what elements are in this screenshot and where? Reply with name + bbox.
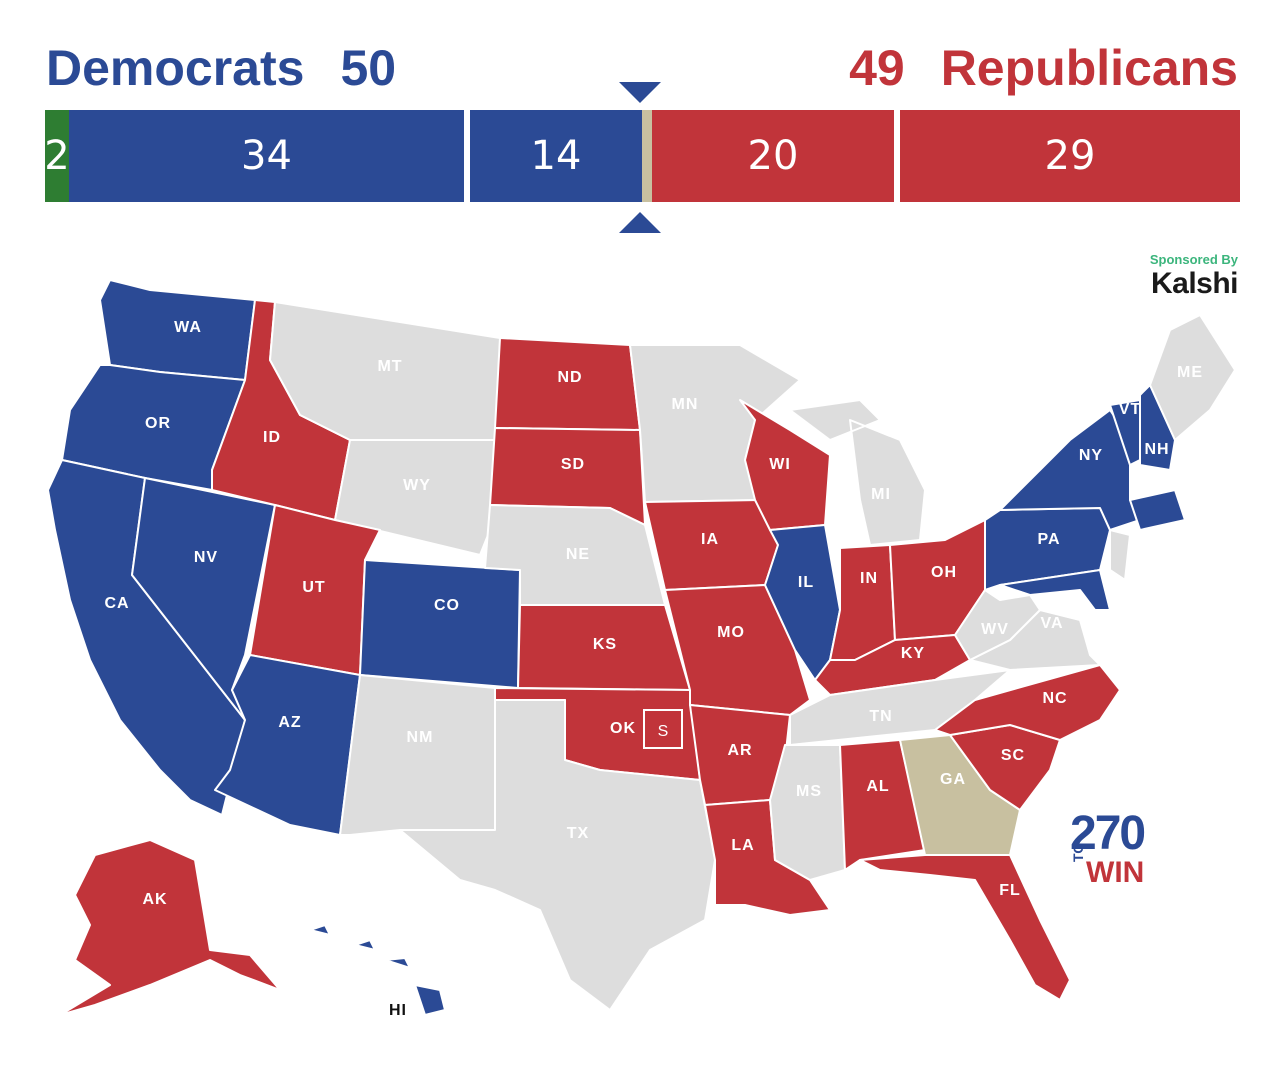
label-UT: UT bbox=[302, 579, 325, 596]
label-NC: NC bbox=[1042, 690, 1067, 707]
majority-marker-bottom-icon bbox=[619, 212, 661, 233]
label-TN: TN bbox=[869, 708, 892, 725]
label-IL: IL bbox=[798, 574, 814, 591]
state-CT-RI-MA[interactable] bbox=[1129, 489, 1186, 531]
democrats-header: Democrats 50 bbox=[46, 38, 432, 98]
republicans-header: 49 Republicans bbox=[813, 38, 1238, 98]
label-CO: CO bbox=[434, 597, 460, 614]
label-AK: AK bbox=[142, 891, 167, 908]
bar-segment-dem-safe[interactable]: 34 bbox=[69, 110, 470, 202]
democrats-total: 50 bbox=[340, 40, 397, 96]
label-PA: PA bbox=[1037, 531, 1060, 548]
state-FL[interactable] bbox=[859, 854, 1071, 1001]
state-AK[interactable] bbox=[59, 839, 281, 1016]
state-IN[interactable] bbox=[829, 544, 896, 661]
state-WY[interactable] bbox=[334, 439, 501, 556]
label-AR: AR bbox=[727, 742, 752, 759]
label-OK: OK bbox=[610, 720, 636, 737]
special-election-marker[interactable]: S bbox=[643, 709, 683, 749]
label-NM: NM bbox=[407, 729, 434, 746]
label-MS: MS bbox=[796, 783, 822, 800]
label-OH: OH bbox=[931, 564, 957, 581]
state-AZ[interactable] bbox=[214, 654, 361, 836]
label-SD: SD bbox=[561, 456, 585, 473]
logo-number: 270 bbox=[1070, 807, 1146, 860]
label-MN: MN bbox=[672, 396, 699, 413]
state-AL[interactable] bbox=[839, 739, 926, 871]
label-NE: NE bbox=[566, 546, 590, 563]
label-ND: ND bbox=[557, 369, 582, 386]
special-election-label: S bbox=[658, 723, 669, 740]
state-NJ[interactable] bbox=[1109, 529, 1131, 581]
label-FL: FL bbox=[999, 882, 1021, 899]
label-KS: KS bbox=[593, 636, 617, 653]
state-NH[interactable] bbox=[1139, 384, 1176, 471]
label-MO: MO bbox=[717, 624, 745, 641]
label-GA: GA bbox=[940, 771, 966, 788]
majority-marker-top-icon bbox=[619, 82, 661, 103]
state-MI[interactable] bbox=[789, 399, 926, 546]
logo-to: TO bbox=[1070, 842, 1086, 862]
label-HI: HI bbox=[389, 1002, 407, 1019]
state-NY[interactable] bbox=[999, 409, 1141, 531]
label-SC: SC bbox=[1001, 747, 1025, 764]
sponsor-name[interactable]: Kalshi bbox=[1150, 267, 1239, 300]
label-VA: VA bbox=[1040, 615, 1063, 632]
democrats-label: Democrats bbox=[46, 40, 305, 96]
bar-segment-rep-safe[interactable]: 29 bbox=[900, 110, 1240, 202]
state-NC[interactable] bbox=[934, 664, 1121, 741]
label-ME: ME bbox=[1177, 364, 1203, 381]
label-ID: ID bbox=[263, 429, 281, 446]
label-AL: AL bbox=[866, 778, 889, 795]
label-WA: WA bbox=[174, 319, 202, 336]
label-WY: WY bbox=[403, 477, 431, 494]
bar-segment-rep-contested[interactable]: 20 bbox=[652, 110, 900, 202]
label-NY: NY bbox=[1079, 447, 1103, 464]
state-HI[interactable] bbox=[309, 924, 446, 1016]
state-TX[interactable] bbox=[399, 699, 716, 1011]
label-MI: MI bbox=[871, 486, 891, 503]
state-WV[interactable] bbox=[954, 589, 1041, 661]
label-MT: MT bbox=[377, 358, 402, 375]
bar-segment-independent[interactable]: 2 bbox=[44, 110, 70, 202]
label-IN: IN bbox=[860, 570, 878, 587]
label-IA: IA bbox=[701, 531, 719, 548]
label-AZ: AZ bbox=[278, 714, 301, 731]
label-NH: NH bbox=[1144, 441, 1169, 458]
label-WV: WV bbox=[981, 621, 1009, 638]
republicans-label: Republicans bbox=[940, 40, 1238, 96]
label-NV: NV bbox=[194, 549, 218, 566]
270towin-logo[interactable]: 270 TO WIN bbox=[1070, 807, 1146, 889]
label-CA: CA bbox=[104, 595, 129, 612]
state-MD[interactable] bbox=[999, 569, 1111, 611]
state-NM[interactable] bbox=[339, 674, 496, 836]
sponsor-block: Sponsored By Kalshi bbox=[1149, 252, 1239, 301]
state-MS[interactable] bbox=[769, 744, 846, 881]
label-KY: KY bbox=[901, 645, 925, 662]
bar-segment-tossup[interactable] bbox=[642, 110, 652, 202]
label-OR: OR bbox=[145, 415, 171, 432]
republicans-total: 49 bbox=[849, 40, 905, 96]
state-CO[interactable] bbox=[359, 559, 521, 689]
label-TX: TX bbox=[567, 825, 589, 842]
label-WI: WI bbox=[769, 456, 791, 473]
state-TN[interactable] bbox=[789, 669, 1011, 746]
seat-count-bar: 2 34 14 20 29 bbox=[44, 110, 1240, 202]
sponsor-caption: Sponsored By bbox=[1149, 252, 1238, 267]
bar-segment-dem-contested[interactable]: 14 bbox=[470, 110, 642, 202]
label-VT: VT bbox=[1119, 401, 1141, 418]
label-LA: LA bbox=[731, 837, 754, 854]
logo-win: WIN bbox=[1086, 856, 1145, 889]
state-ME[interactable] bbox=[1149, 314, 1236, 441]
